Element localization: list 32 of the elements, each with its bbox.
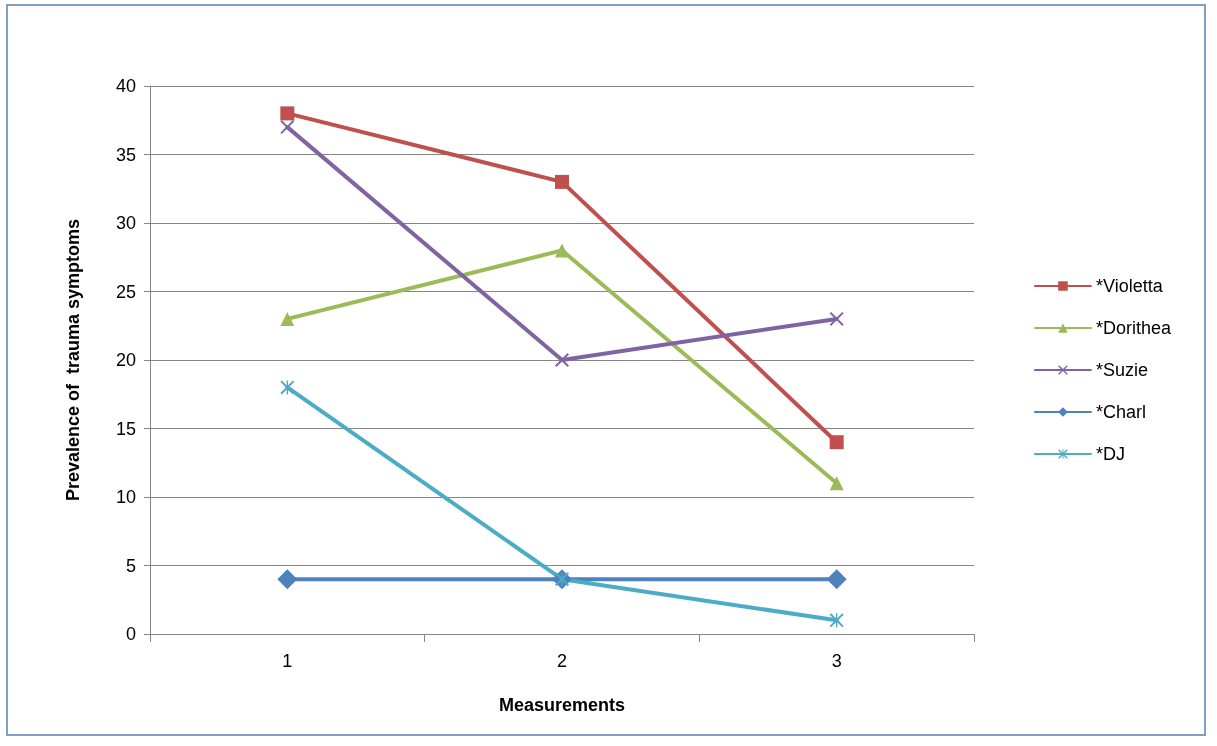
- point: [555, 243, 569, 258]
- point: [829, 311, 844, 326]
- y-tick-label: 30: [115, 213, 136, 233]
- y-tick-label: 10: [115, 487, 136, 507]
- x-tick-label: 2: [556, 651, 568, 671]
- y-tick-label: 40: [115, 76, 136, 96]
- legend-label: *Dorithea: [1095, 318, 1172, 338]
- point: [555, 353, 569, 367]
- y-tick-label: 20: [115, 350, 136, 370]
- legend-label: *Violetta: [1095, 276, 1164, 296]
- point: [829, 613, 844, 628]
- point: [829, 476, 844, 491]
- y-tick-label: 5: [125, 555, 136, 576]
- legend-label: *Suzie: [1095, 360, 1148, 380]
- point: [277, 569, 298, 590]
- y-axis-title: Prevalence of trauma symptoms: [63, 218, 83, 502]
- point: [826, 569, 847, 590]
- x-tick-label: 1: [282, 651, 293, 671]
- x-axis-title: Measurements: [498, 695, 626, 715]
- point: [280, 380, 295, 395]
- point: [829, 435, 844, 450]
- x-tick-label: 3: [831, 651, 842, 671]
- legend-label: *Charl: [1095, 402, 1146, 422]
- point: [555, 174, 569, 189]
- point: [280, 106, 295, 121]
- point: [280, 311, 295, 326]
- point: [280, 120, 295, 135]
- y-tick-label: 35: [115, 144, 136, 165]
- y-tick-label: 0: [125, 624, 136, 644]
- y-tick-label: 25: [115, 281, 136, 302]
- legend-label: *DJ: [1095, 444, 1125, 464]
- y-tick-label: 15: [115, 418, 136, 439]
